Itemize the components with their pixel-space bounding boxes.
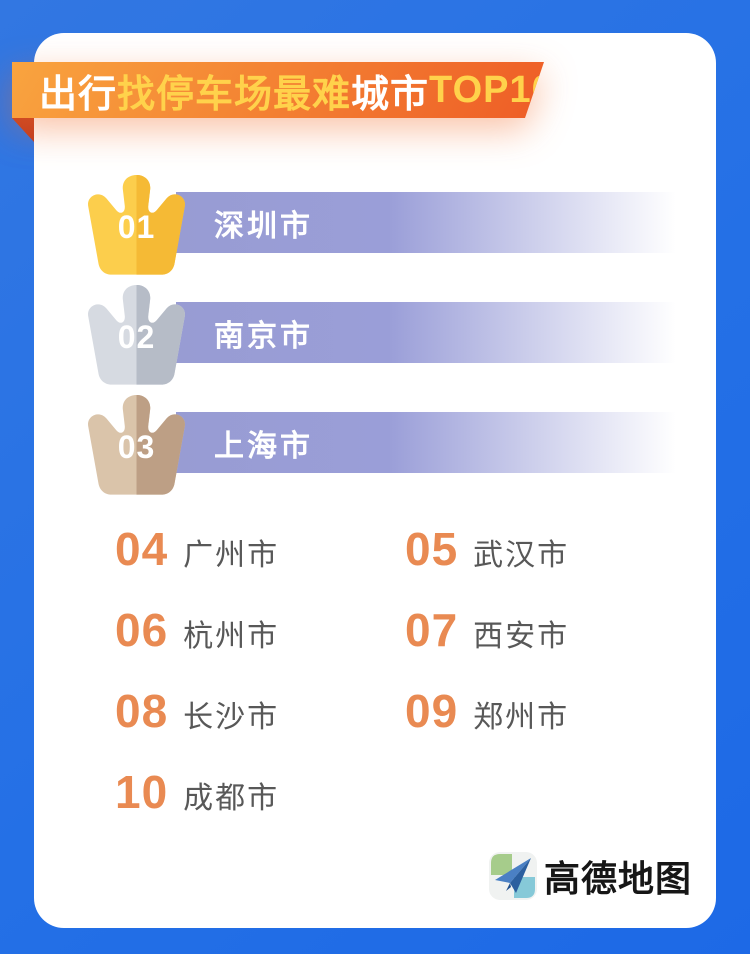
title-segment: 找停车场最难 (117, 73, 352, 116)
silver-crown-icon: 02 (78, 283, 195, 390)
gold-crown-icon: 01 (78, 173, 195, 280)
title-banner: 出行 找停车场最难 城市 TOP10 (12, 62, 544, 118)
rank-city-label: 广州市 (183, 539, 280, 572)
rank-number: 08 (115, 685, 169, 737)
title-segment: 城市 (351, 73, 430, 116)
bronze-crown-icon: 03 (78, 393, 195, 500)
rank-number: 05 (405, 523, 459, 575)
rank-number: 07 (405, 604, 459, 656)
rank-city-label: 武汉市 (473, 539, 570, 572)
podium-bar-2: 南京市 (176, 302, 681, 363)
podium-city-label: 上海市 (214, 429, 313, 463)
page-title: 出行 找停车场最难 城市 TOP10 (12, 62, 544, 118)
rank-city-label: 杭州市 (183, 620, 280, 653)
podium-city-label: 深圳市 (214, 209, 313, 243)
podium-rank-number: 03 (117, 429, 156, 465)
rank-item: 09 郑州市 (405, 684, 569, 738)
banner-fold-ribbon-icon (12, 118, 34, 142)
rank-city-label: 西安市 (473, 620, 570, 653)
podium-rank-number: 01 (117, 209, 156, 245)
rank-item: 07 西安市 (405, 603, 569, 657)
rank-number: 06 (115, 604, 169, 656)
amap-paper-plane-icon (489, 852, 537, 900)
rank-item: 06 杭州市 (115, 603, 279, 657)
podium-city-label: 南京市 (214, 319, 313, 353)
title-segment: 出行 (39, 73, 118, 116)
rank-number: 09 (405, 685, 459, 737)
podium-bar-1: 深圳市 (176, 192, 681, 253)
title-segment: TOP10 (429, 68, 554, 111)
rank-item: 10 成都市 (115, 765, 279, 819)
amap-logo: 高德地图 (489, 850, 692, 902)
podium-rank-number: 02 (117, 319, 156, 355)
rank-city-label: 长沙市 (183, 701, 280, 734)
rank-item: 04 广州市 (115, 522, 279, 576)
rank-city-label: 郑州市 (473, 701, 570, 734)
podium-bar-3: 上海市 (176, 412, 681, 473)
rank-number: 10 (115, 766, 169, 818)
amap-logo-text: 高德地图 (544, 858, 693, 899)
rank-item: 05 武汉市 (405, 522, 569, 576)
rank-number: 04 (115, 523, 169, 575)
rank-item: 08 长沙市 (115, 684, 279, 738)
rank-city-label: 成都市 (183, 782, 280, 815)
